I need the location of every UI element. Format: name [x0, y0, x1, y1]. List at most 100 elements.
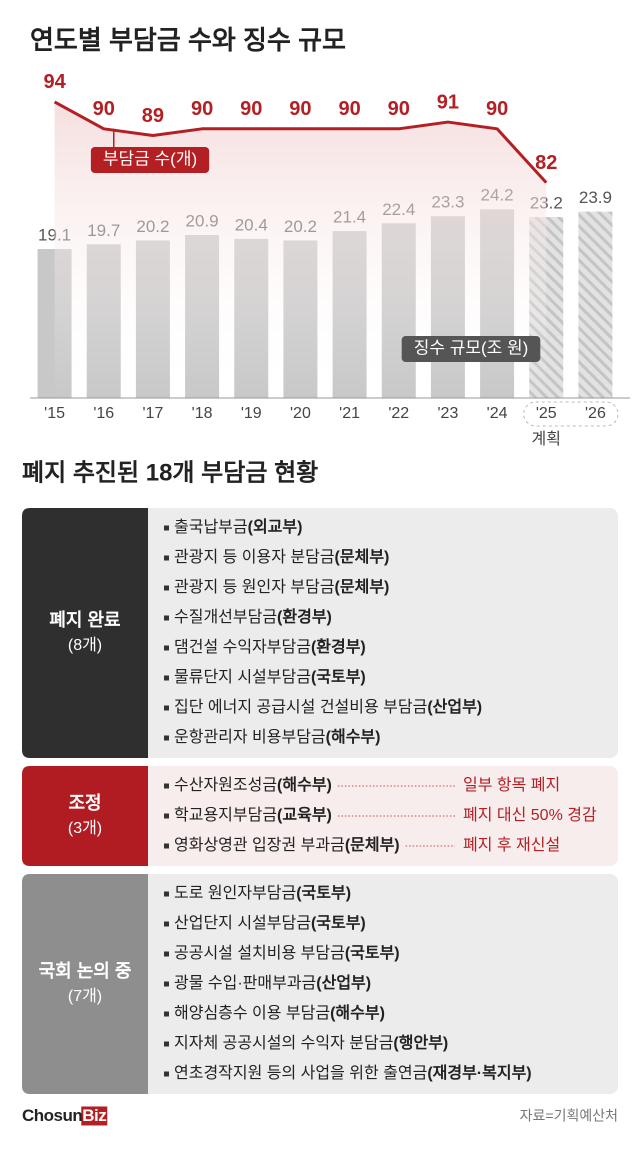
section-count: (3개)	[68, 819, 102, 837]
item: 댐건설 수익자부담금(환경부)	[174, 638, 366, 656]
item: 물류단지 시설부담금(국토부)	[174, 668, 366, 686]
item-agency: (외교부)	[248, 518, 303, 536]
item: 수질개선부담금(환경부)	[174, 608, 332, 626]
legend-label: 부담금 수(개)	[103, 149, 197, 168]
section-title: 조정	[68, 793, 101, 813]
item-name: 수질개선부담금	[174, 608, 277, 626]
bullet	[164, 813, 169, 819]
bullet	[164, 525, 169, 531]
bullet	[164, 1041, 169, 1047]
item: 산업단지 시설부담금(국토부)	[174, 914, 366, 932]
annotation: 계획	[532, 430, 561, 448]
item: 해양심층수 이용 부담금(해수부)	[174, 1004, 385, 1022]
table: 폐지 완료 (8개) 출국납부금(외교부) 관광지 등 이용자 분담금(문체부) 관광지…	[22, 508, 618, 1094]
logo-badge-bg	[81, 1106, 108, 1126]
item-note: 일부 항목 폐지	[463, 776, 560, 794]
line-value-label: 90	[191, 98, 213, 120]
item-name: 영화상영관 입장권 부과금	[174, 836, 345, 854]
item-name: 지자체 공공시설의 수익자 분담금	[174, 1034, 393, 1052]
item-name: 출국납부금	[174, 518, 248, 536]
x-tick-label: '24	[487, 405, 508, 422]
item: 공공시설 설치비용 부담금(국토부)	[174, 944, 400, 962]
item-agency: (해수부)	[326, 728, 381, 746]
item-name: 운항관리자 비용부담금	[174, 728, 326, 746]
bullet	[164, 783, 169, 789]
section-header	[22, 766, 148, 866]
bullet	[164, 843, 169, 849]
x-tick-label: '23	[437, 405, 458, 422]
item-note: 폐지 후 재신설	[463, 836, 560, 854]
section-title: 폐지 추진된 18개 부담금 현황	[22, 459, 318, 486]
line-value-label: 91	[437, 91, 459, 113]
section-title: 폐지 완료	[49, 610, 120, 630]
item-agency: (문체부)	[335, 548, 390, 566]
section-body	[22, 874, 618, 1094]
legend-box	[90, 147, 210, 173]
item-agency: (국토부)	[311, 914, 366, 932]
legend-box	[401, 336, 541, 362]
item: 연초경작지원 등의 사업을 위한 출연금(재경부·복지부)	[174, 1064, 532, 1082]
logo-badge: Biz	[82, 1106, 106, 1125]
bullet	[164, 921, 169, 927]
bullet	[164, 735, 169, 741]
item: 지자체 공공시설의 수익자 분담금(행안부)	[174, 1034, 448, 1052]
item: 관광지 등 이용자 분담금(문체부)	[174, 548, 389, 566]
item-name: 학교용지부담금	[174, 806, 277, 824]
bullet	[164, 981, 169, 987]
item: 수산자원조성금(해수부)	[174, 776, 332, 794]
item-agency: (국토부)	[296, 884, 351, 902]
line-value-label: 90	[388, 98, 410, 120]
x-tick-label: '26	[585, 405, 606, 422]
item-name: 물류단지 시설부담금	[174, 668, 311, 686]
x-tick-label: '21	[339, 405, 360, 422]
x-tick-label: '20	[290, 405, 311, 422]
item: 영화상영관 입장권 부과금(문체부)	[174, 836, 400, 854]
item-name: 연초경작지원 등의 사업을 위한 출연금	[174, 1064, 427, 1082]
bullet	[164, 891, 169, 897]
item-agency: (산업부)	[316, 974, 371, 992]
bullet	[164, 645, 169, 651]
line	[53, 100, 548, 184]
item-name: 산업단지 시설부담금	[174, 914, 311, 932]
item-note: 폐지 대신 50% 경감	[463, 806, 597, 824]
line-area	[54, 101, 547, 398]
item-name: 집단 에너지 공급시설 건설비용 부담금	[174, 698, 427, 716]
item-agency: (해수부)	[330, 1004, 385, 1022]
source: 자료=기획예산처	[520, 1108, 618, 1124]
x-tick-label: '17	[142, 405, 163, 422]
x-tick-label: '25	[536, 405, 557, 422]
item-name: 광물 수입·판매부과금	[174, 974, 316, 992]
section-count: (8개)	[68, 636, 102, 654]
item: 광물 수입·판매부과금(산업부)	[174, 974, 371, 992]
section-body	[22, 508, 618, 758]
x-tick-label: '15	[44, 405, 65, 422]
line-value-label: 82	[535, 152, 557, 174]
item-agency: (문체부)	[345, 836, 400, 854]
item-name: 수산자원조성금	[174, 776, 277, 794]
item-agency: (산업부)	[427, 698, 482, 716]
logo-main: Chosun	[22, 1106, 82, 1125]
item: 출국납부금(외교부)	[174, 518, 302, 536]
bullet	[164, 951, 169, 957]
bullet	[164, 705, 169, 711]
item-agency: (환경부)	[311, 638, 366, 656]
line-value-label: 90	[338, 98, 360, 120]
line-value-label: 90	[289, 98, 311, 120]
line-value-label: 89	[142, 105, 164, 127]
section-title: 국회 논의 중	[39, 961, 132, 981]
bullet	[164, 555, 169, 561]
x-tick-label: '16	[93, 405, 114, 422]
item: 학교용지부담금(교육부)	[174, 806, 332, 824]
item: 관광지 등 원인자 부담금(문체부)	[174, 578, 389, 596]
item-agency: (교육부)	[277, 806, 332, 824]
item-name: 도로 원인자부담금	[174, 884, 296, 902]
item-name: 공공시설 설치비용 부담금	[174, 944, 345, 962]
section-header	[22, 508, 148, 758]
line-value-label: 90	[93, 98, 115, 120]
item-agency: (행안부)	[393, 1034, 448, 1052]
line-value-label: 90	[240, 98, 262, 120]
chart: 19.119.720.220.920.420.221.422.423.324.2…	[30, 71, 630, 448]
section-count: (7개)	[68, 987, 102, 1005]
x-tick-label: '18	[192, 405, 213, 422]
